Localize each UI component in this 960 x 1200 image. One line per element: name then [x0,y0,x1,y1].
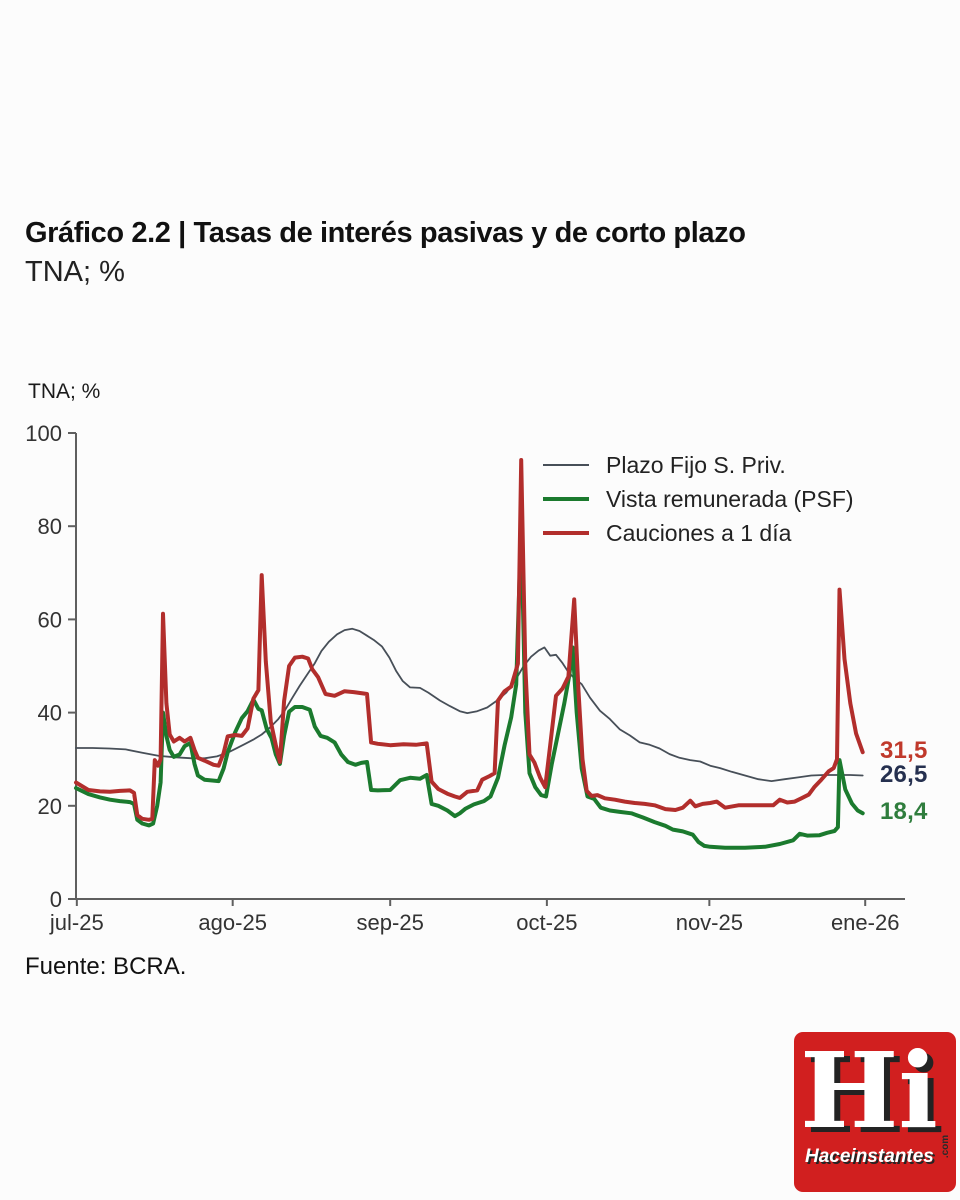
legend-label: Cauciones a 1 día [606,519,792,546]
y-tick-label: 20 [38,794,62,819]
logo-subtext: Haceinstantes [805,1146,934,1167]
legend-swatch-green [543,497,589,501]
series-line-2 [74,458,865,822]
legend-item-plazo-fijo: Plazo Fijo S. Priv. [543,448,854,482]
page-title: Gráfico 2.2 | Tasas de interés pasivas y… [25,217,746,249]
end-value-vista-remunerada: 18,4 [880,798,928,826]
title-block: Gráfico 2.2 | Tasas de interés pasivas y… [25,214,935,292]
end-value-plazo-fijo: 26,5 [880,760,928,788]
line-chart: 0 20 40 60 80 100 jul-25 ago-25 sep-25 oct-25 nov-… [25,421,905,935]
legend-swatch-gray [543,464,589,466]
legend-swatch-red [543,531,589,535]
x-tick-label: ene-26 [831,910,900,935]
series-lines [74,458,865,850]
end-value-cauciones: 31,5 [880,737,928,765]
legend-item-vista-remunerada: Vista remunerada (PSF) [543,482,854,516]
x-tick-label: jul-25 [49,910,104,935]
series-line-0 [75,627,864,782]
source-note: Fuente: BCRA. [25,953,187,980]
y-tick-label: 0 [50,887,62,912]
x-tick-label: oct-25 [516,910,577,935]
x-tick-label: sep-25 [357,910,424,935]
logo-hi-text: Hi [800,1029,938,1152]
legend-label: Vista remunerada (PSF) [606,485,854,512]
x-tick-label: nov-25 [676,910,743,935]
y-tick-label: 60 [38,607,62,632]
legend-label: Plazo Fijo S. Priv. [606,451,786,478]
y-tick-label: 100 [25,421,62,446]
page-subtitle: TNA; % [25,256,125,289]
axes: 0 20 40 60 80 100 jul-25 ago-25 sep-25 oct-25 nov-… [25,421,905,935]
legend: Plazo Fijo S. Priv. Vista remunerada (PS… [543,448,854,550]
y-axis-unit-label: TNA; % [28,380,101,403]
logo-haceinstantes: Hi Haceinstantes .com [794,1029,956,1192]
series-line-1 [74,521,865,850]
y-tick-label: 40 [38,701,62,726]
legend-item-cauciones: Cauciones a 1 día [543,516,854,550]
y-tick-label: 80 [38,514,62,539]
x-tick-label: ago-25 [198,910,267,935]
logo-dot-com: .com [939,1134,951,1159]
